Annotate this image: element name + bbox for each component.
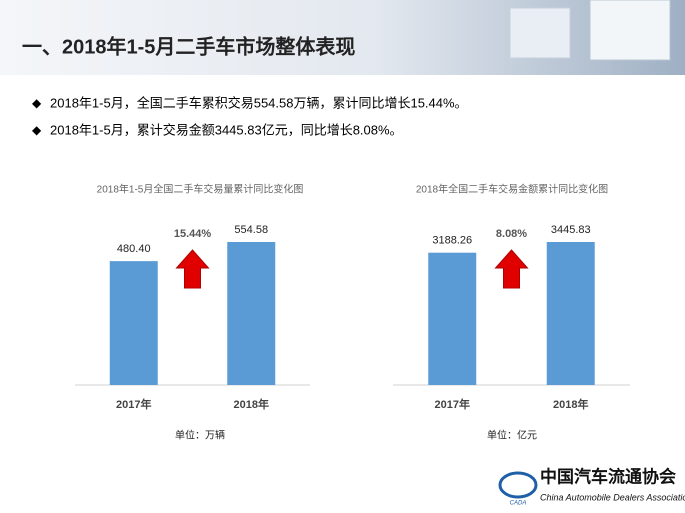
chart-title: 2018年全国二手车交易金额累计同比变化图 — [416, 183, 608, 196]
chart-title: 2018年1-5月全国二手车交易量累计同比变化图 — [97, 183, 304, 196]
bar — [109, 261, 158, 385]
x-tick-label: 2017年 — [116, 397, 151, 411]
bar — [546, 242, 595, 385]
unit-label: 单位：万辆 — [175, 429, 225, 442]
bar — [227, 242, 276, 385]
bullet-icon: ◆ — [32, 96, 42, 110]
bullet: 2018年1-5月，累计交易金额3445.83亿元，同比增长8.08%。 — [50, 122, 403, 137]
data-label: 480.40 — [117, 243, 151, 255]
bullet-icon: ◆ — [32, 123, 42, 137]
header-decor — [509, 7, 571, 59]
logo-name-en: China Automobile Dealers Association — [540, 492, 685, 502]
header-decor — [589, 0, 671, 61]
logo-abbr: CADA — [510, 501, 527, 507]
x-tick-label: 2017年 — [435, 397, 470, 411]
x-tick-label: 2018年 — [553, 397, 588, 411]
logo-icon — [498, 471, 538, 499]
growth-label: 15.44% — [174, 228, 212, 240]
unit-label: 单位：亿元 — [487, 429, 537, 442]
data-label: 3188.26 — [432, 235, 472, 247]
data-label: 3445.83 — [551, 224, 591, 236]
growth-arrow — [175, 249, 210, 289]
data-label: 554.58 — [234, 224, 268, 236]
logo-name-cn: 中国汽车流通协会 — [540, 466, 676, 486]
header-title: 一、2018年1-5月二手车市场整体表现 — [22, 34, 355, 58]
bullet: 2018年1-5月，全国二手车累积交易554.58万辆，累计同比增长15.44%… — [50, 95, 468, 110]
bar — [428, 252, 477, 385]
growth-label: 8.08% — [496, 228, 527, 240]
header-band — [0, 0, 685, 75]
growth-arrow — [494, 249, 529, 289]
x-tick-label: 2018年 — [234, 397, 269, 411]
